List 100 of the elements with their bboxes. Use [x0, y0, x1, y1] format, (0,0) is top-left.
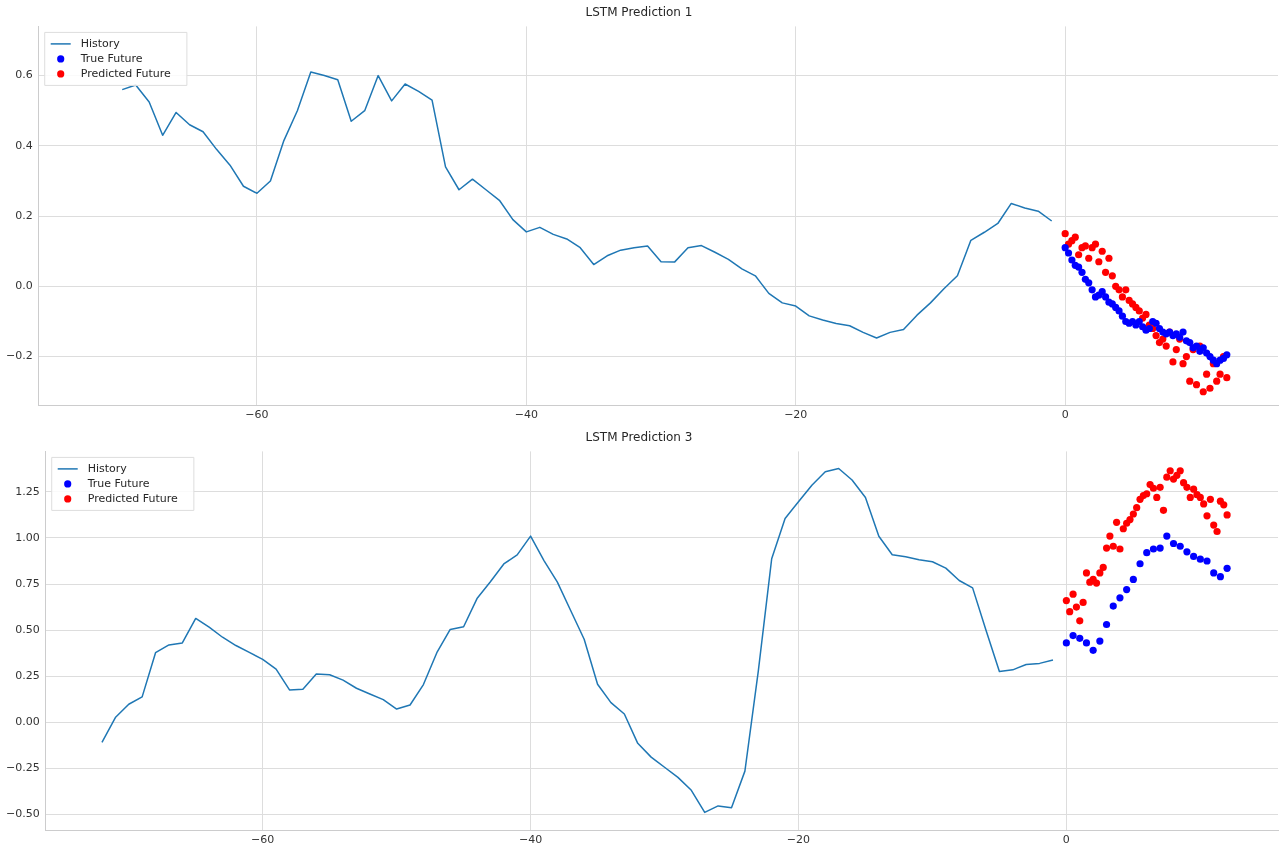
point [1152, 331, 1160, 340]
point [1136, 560, 1144, 568]
point [1156, 483, 1164, 491]
point [1183, 548, 1191, 556]
point [1109, 602, 1117, 610]
point [1143, 490, 1151, 498]
x-tick-label: −40 [518, 833, 543, 847]
x-tick-label: −20 [786, 833, 811, 847]
y-tick-label: 0.2 [15, 208, 33, 222]
point [1129, 575, 1137, 583]
y-tick-label: 0.0 [15, 279, 33, 293]
point [1105, 254, 1113, 262]
point [1135, 307, 1143, 315]
point [1159, 506, 1168, 514]
point [1118, 312, 1127, 320]
point [1126, 515, 1134, 524]
y-tick-label: 0.50 [15, 622, 40, 636]
point [1203, 512, 1211, 520]
point [1203, 370, 1211, 378]
point [1206, 384, 1214, 392]
x-tick-label: −60 [245, 408, 269, 422]
point [1062, 596, 1070, 605]
legend-label: History [87, 462, 128, 476]
point [1101, 293, 1110, 301]
point [1182, 353, 1190, 361]
point [1142, 310, 1150, 319]
point [1101, 268, 1110, 276]
point [1079, 598, 1087, 607]
point [1092, 579, 1101, 587]
chart-title: LSTM Prediction 3 [585, 430, 693, 445]
point [1078, 268, 1086, 276]
point [1190, 485, 1198, 493]
point [1062, 639, 1070, 647]
point [1071, 233, 1079, 241]
point [1096, 637, 1104, 645]
x-tick-label: −20 [784, 408, 808, 422]
point [1091, 240, 1100, 248]
legend-label: History [80, 37, 121, 51]
point [1085, 254, 1093, 262]
point [1186, 338, 1194, 347]
x-tick-label: −40 [514, 408, 538, 422]
point [1159, 335, 1167, 343]
y-tick-label: −0.25 [5, 761, 40, 775]
x-tick-label: −60 [251, 833, 275, 847]
point [1143, 549, 1151, 557]
point [1115, 286, 1123, 294]
point [1068, 256, 1076, 264]
point [1216, 370, 1224, 378]
point [1135, 317, 1143, 326]
point [1075, 263, 1083, 271]
point [1102, 620, 1111, 629]
point [1106, 532, 1114, 540]
point [1192, 342, 1201, 350]
point [1085, 279, 1093, 287]
legend-label: True Future [79, 52, 143, 66]
y-tick-label: 0.75 [15, 576, 40, 590]
y-tick-label: −0.50 [5, 807, 40, 821]
point [1162, 342, 1170, 350]
point [1076, 634, 1084, 642]
x-tick-label: 0 [1062, 833, 1070, 847]
legend-label: Predicted Future [87, 492, 179, 506]
y-tick-label: 0.25 [15, 668, 40, 682]
point [1200, 500, 1208, 508]
point [1088, 286, 1096, 294]
point [1216, 573, 1224, 581]
point [1213, 527, 1221, 536]
point [1149, 545, 1158, 553]
point [1095, 258, 1103, 266]
point [1169, 539, 1178, 548]
point [1066, 608, 1074, 616]
point [1153, 493, 1161, 502]
point [1089, 646, 1097, 654]
y-tick-label: 0.00 [15, 715, 40, 728]
y-tick-label: 0.6 [15, 68, 33, 82]
point [1210, 521, 1218, 529]
x-tick-label: 0 [1061, 408, 1069, 422]
point [1116, 545, 1124, 553]
point [1176, 467, 1184, 475]
point [1179, 360, 1187, 368]
point [1109, 542, 1117, 550]
point [1082, 639, 1091, 647]
point [1186, 377, 1194, 385]
point [1064, 249, 1073, 257]
point [1122, 286, 1130, 294]
point [1072, 603, 1081, 611]
point [1213, 377, 1221, 385]
point [1206, 495, 1214, 503]
point [1076, 617, 1084, 625]
point [1069, 631, 1077, 640]
point [1223, 564, 1231, 572]
point [1203, 557, 1211, 565]
point [1223, 511, 1231, 519]
point [1149, 484, 1158, 492]
point [1220, 501, 1228, 509]
point [1108, 272, 1116, 280]
point [1223, 351, 1231, 359]
point [1176, 542, 1184, 550]
point [1115, 307, 1123, 315]
point [1169, 358, 1177, 366]
point [1061, 244, 1069, 252]
